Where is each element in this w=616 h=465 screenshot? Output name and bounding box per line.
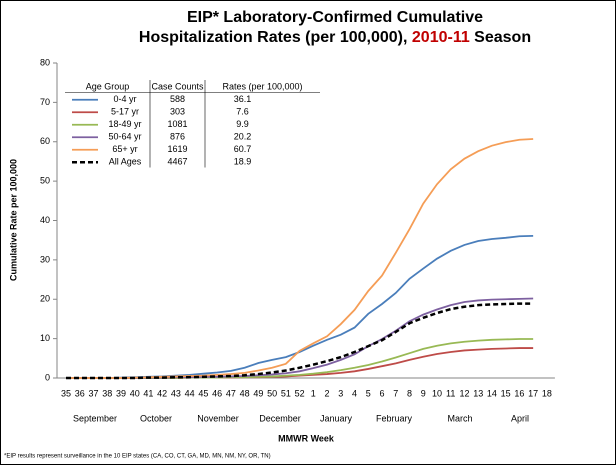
rate: 7.6 (236, 107, 249, 117)
y-tick-label: 30 (40, 254, 50, 264)
legend-label: 0-4 yr (113, 94, 136, 104)
x-tick-label: 5 (366, 388, 371, 398)
rate: 18.9 (234, 157, 252, 167)
case-count: 1081 (167, 119, 187, 129)
x-tick-label: 48 (240, 388, 250, 398)
legend-label: 18-49 yr (108, 119, 141, 129)
month-label: November (197, 413, 239, 423)
legend-box (65, 78, 320, 169)
month-label: September (73, 413, 117, 423)
x-tick-label: 41 (143, 388, 153, 398)
x-tick-label: 1 (311, 388, 316, 398)
x-tick-label: 37 (88, 388, 98, 398)
series-line (66, 302, 534, 380)
x-tick-label: 10 (432, 388, 442, 398)
x-tick-label: 44 (185, 388, 195, 398)
y-axis-label: Cumulative Rate per 100,000 (8, 159, 18, 281)
x-tick-label: 43 (171, 388, 181, 398)
x-tick-label: 11 (446, 388, 455, 398)
rate: 20.2 (234, 132, 252, 142)
x-tick-label: 4 (352, 388, 357, 398)
rate: 36.1 (234, 94, 252, 104)
y-tick-label: 50 (40, 176, 50, 186)
rate: 9.9 (236, 119, 249, 129)
x-tick-label: 9 (421, 388, 426, 398)
x-tick-label: 13 (473, 388, 483, 398)
x-tick-label: 2 (325, 388, 330, 398)
title-part: 2010-11 (412, 29, 470, 46)
title-part: Season (470, 29, 531, 46)
x-axis-label: MMWR Week (278, 433, 335, 443)
case-count: 588 (170, 94, 185, 104)
x-tick-label: 3 (338, 388, 343, 398)
x-tick-label: 17 (528, 388, 538, 398)
month-label: December (259, 413, 301, 423)
x-tick-label: 12 (459, 388, 469, 398)
x-tick-label: 39 (116, 388, 126, 398)
case-count: 303 (170, 107, 185, 117)
legend-label: 5-17 yr (111, 107, 139, 117)
x-tick-label: 45 (198, 388, 208, 398)
chart-title: Hospitalization Rates (per 100,000), 201… (139, 29, 531, 46)
y-tick-label: 60 (40, 136, 50, 146)
x-tick-label: 51 (281, 388, 291, 398)
x-tick-label: 7 (393, 388, 398, 398)
case-count: 1619 (167, 144, 187, 154)
y-tick-label: 80 (40, 57, 50, 67)
x-tick-label: 42 (157, 388, 167, 398)
title-part: Hospitalization Rates (per 100,000), (139, 29, 412, 46)
legend-label: All Ages (109, 157, 142, 167)
x-tick-label: 35 (61, 388, 71, 398)
legend-label: 50-64 yr (108, 132, 141, 142)
x-tick-label: 52 (295, 388, 305, 398)
legend-label: 65+ yr (112, 144, 137, 154)
x-tick-label: 6 (380, 388, 385, 398)
case-count: 876 (170, 132, 185, 142)
x-tick-label: 36 (75, 388, 85, 398)
month-label: April (511, 413, 529, 423)
x-tick-label: 47 (226, 388, 236, 398)
x-tick-label: 18 (542, 388, 552, 398)
month-label: January (320, 413, 353, 423)
y-tick-label: 10 (40, 333, 50, 343)
month-label: February (376, 413, 413, 423)
x-tick-label: 16 (514, 388, 524, 398)
x-tick-label: 46 (212, 388, 222, 398)
x-tick-label: 50 (267, 388, 277, 398)
chart-title: EIP* Laboratory-Confirmed Cumulative (187, 9, 483, 26)
legend-header: Case Counts (151, 82, 204, 92)
legend-header: Age Group (86, 82, 130, 92)
x-tick-label: 40 (130, 388, 140, 398)
y-tick-label: 0 (45, 372, 50, 382)
case-count: 4467 (167, 157, 187, 167)
month-label: March (447, 413, 472, 423)
x-tick-label: 38 (102, 388, 112, 398)
footnote: *EIP results represent surveillance in t… (4, 454, 271, 460)
y-tick-label: 40 (40, 215, 50, 225)
rate: 60.7 (234, 144, 252, 154)
x-tick-label: 15 (501, 388, 511, 398)
x-tick-label: 14 (487, 388, 497, 398)
y-tick-label: 20 (40, 294, 50, 304)
legend-header: Rates (per 100,000) (222, 82, 302, 92)
x-tick-label: 8 (407, 388, 412, 398)
series-line (66, 138, 534, 379)
y-tick-label: 70 (40, 97, 50, 107)
x-tick-label: 49 (253, 388, 263, 398)
month-label: October (140, 413, 172, 423)
